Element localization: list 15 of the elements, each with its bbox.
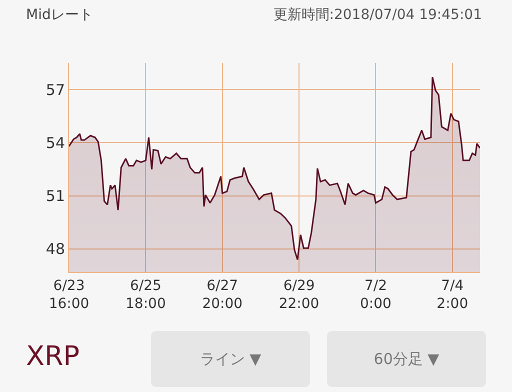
- x-tick-label: 7/4 2:00: [436, 278, 468, 312]
- y-tick-label: 48: [46, 240, 65, 258]
- y-tick-label: 54: [46, 134, 65, 152]
- y-tick-label: 51: [46, 187, 65, 206]
- dropdown-button: 60分足 ▼: [327, 331, 486, 387]
- x-tick-label: 6/27 20:00: [202, 278, 243, 312]
- x-tick-label: 7/2 0:00: [360, 278, 392, 312]
- text: 更新時間:2018/07/04 19:45:01: [273, 7, 482, 23]
- x-tick-label: 6/25 18:00: [126, 278, 166, 312]
- text: Midレート: [26, 7, 93, 23]
- x-tick-label: 6/29 22:00: [278, 278, 320, 312]
- x-tick-label: 6/23 16:00: [48, 278, 90, 312]
- dropdown-button: ライン ▼: [151, 331, 310, 387]
- y-tick-label: 57: [46, 80, 65, 99]
- text: XRP: [26, 341, 80, 372]
